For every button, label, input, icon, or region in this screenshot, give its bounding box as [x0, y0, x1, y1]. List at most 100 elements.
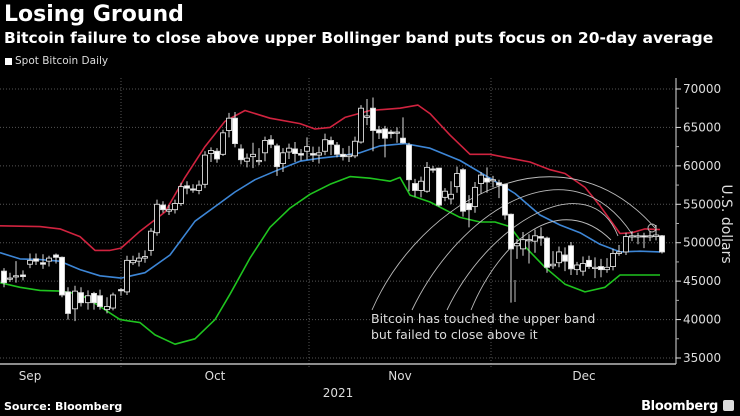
candle [418, 180, 424, 191]
candle [352, 140, 358, 157]
candle [496, 182, 502, 186]
y-axis-ticks: 35000 40000 45000 50000 55000 60000 65000 70000 [676, 82, 721, 365]
candle [172, 203, 178, 211]
candle [268, 139, 274, 145]
candle [322, 139, 328, 152]
candle [256, 160, 262, 163]
candle [346, 154, 352, 158]
candle [124, 259, 130, 293]
candle [280, 152, 286, 165]
legend: Spot Bitcoin Daily [5, 55, 108, 67]
candle [406, 144, 412, 181]
candle [184, 185, 190, 189]
candle [53, 254, 59, 258]
candle [59, 256, 65, 296]
candle [556, 251, 562, 264]
y-tick-label: 60000 [683, 159, 721, 173]
candle [160, 204, 166, 211]
candle [388, 131, 394, 135]
candle [659, 235, 665, 253]
candle [466, 203, 472, 211]
candle [78, 292, 84, 304]
candle [328, 140, 334, 145]
candle [508, 213, 514, 250]
bollinger-bands [0, 104, 661, 345]
candle [454, 173, 460, 188]
candle [97, 295, 103, 307]
candle [27, 259, 33, 265]
candle [178, 186, 184, 204]
candle [110, 294, 116, 309]
candle [190, 188, 196, 191]
candle [262, 140, 268, 154]
annotation-line-2: but failed to close above it [371, 327, 538, 342]
annotation-arcs [371, 176, 657, 311]
candle [244, 157, 250, 162]
candle [1, 270, 7, 284]
candle [484, 177, 490, 183]
candle [142, 256, 148, 259]
candle [430, 168, 436, 171]
candle [550, 263, 556, 267]
candle [72, 290, 78, 310]
candle [202, 154, 208, 185]
candle [334, 144, 340, 155]
candle [238, 148, 244, 161]
candle [610, 253, 616, 267]
candle [274, 145, 280, 168]
candle [33, 258, 39, 262]
candle [460, 169, 466, 212]
candle [568, 245, 574, 270]
y-tick-label: 45000 [683, 274, 721, 288]
candle [104, 306, 110, 311]
candle [166, 209, 172, 212]
x-label-nov: Nov [388, 369, 411, 383]
y-tick-label: 40000 [683, 313, 721, 327]
candle [604, 266, 610, 271]
candle [250, 153, 256, 158]
y-tick-label: 55000 [683, 197, 721, 211]
candle [580, 263, 586, 272]
y-tick-label: 65000 [683, 120, 721, 134]
candle [635, 235, 641, 238]
annotation-line-1: Bitcoin has touched the upper band [371, 311, 595, 326]
candle [382, 128, 388, 139]
candle [214, 150, 220, 160]
candle [424, 166, 430, 192]
candle [629, 235, 635, 238]
source-label: Source: Bloomberg [4, 400, 123, 413]
candle [526, 239, 532, 242]
candle [490, 179, 496, 182]
candle [520, 239, 526, 250]
y-tick-label: 70000 [683, 82, 721, 96]
candle [598, 266, 604, 271]
chart-title: Losing Ground [4, 2, 184, 27]
candle [340, 153, 346, 158]
candle [448, 193, 454, 200]
candle [208, 150, 214, 155]
candle [394, 131, 400, 134]
candle [232, 117, 238, 145]
x-label-dec: Dec [572, 369, 595, 383]
candle [478, 174, 484, 184]
candle [310, 153, 316, 156]
candle [562, 254, 568, 262]
candle [514, 243, 520, 247]
band-line [0, 104, 661, 252]
candle [544, 237, 550, 268]
candle [136, 257, 142, 262]
legend-swatch-icon [5, 57, 12, 65]
candle [7, 277, 13, 280]
candle [220, 132, 226, 155]
candle [196, 184, 202, 191]
candle [472, 186, 478, 208]
y-axis-title: U.S. dollars [718, 184, 734, 263]
candle [586, 259, 592, 267]
candle [538, 236, 544, 239]
candle [20, 274, 26, 277]
candle [364, 115, 370, 118]
candle [85, 295, 91, 304]
x-label-sep: Sep [19, 369, 42, 383]
axes [0, 78, 677, 365]
